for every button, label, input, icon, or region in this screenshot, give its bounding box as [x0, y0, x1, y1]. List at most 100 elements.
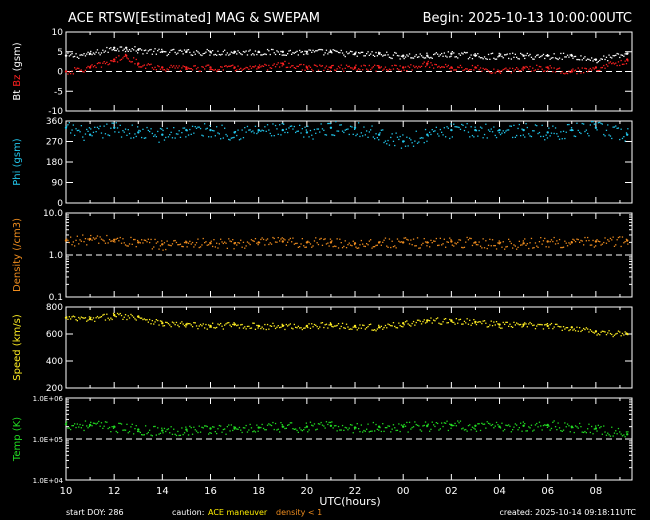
data-point — [265, 130, 267, 132]
data-point — [591, 244, 593, 246]
data-point — [108, 63, 111, 65]
data-point — [242, 241, 245, 243]
data-point — [498, 425, 501, 428]
data-point — [128, 60, 131, 62]
data-point — [218, 53, 220, 56]
data-point — [112, 312, 115, 315]
data-point — [620, 54, 622, 56]
data-point — [246, 325, 249, 328]
data-point — [465, 52, 467, 54]
data-point — [78, 316, 80, 319]
data-point — [627, 431, 629, 433]
data-point — [157, 65, 159, 67]
data-point — [377, 52, 381, 55]
data-point — [71, 129, 73, 131]
data-point — [307, 125, 309, 127]
data-point — [505, 424, 507, 426]
data-point — [459, 64, 462, 67]
data-point — [225, 323, 227, 325]
data-point — [174, 324, 176, 326]
data-point — [625, 332, 628, 334]
data-point — [620, 335, 622, 337]
data-point — [600, 122, 602, 125]
data-point — [68, 241, 70, 244]
data-point — [146, 433, 148, 435]
data-point — [451, 321, 453, 323]
data-point — [123, 55, 125, 58]
data-point — [615, 244, 617, 246]
data-point — [336, 50, 338, 53]
data-point — [329, 322, 332, 324]
data-point — [560, 131, 562, 133]
data-point — [242, 427, 245, 429]
data-point — [104, 319, 107, 321]
data-point — [414, 140, 416, 142]
x-tick-label: 04 — [493, 486, 506, 497]
y-axis-label: Bt Bz (gsm) — [12, 42, 23, 100]
data-point — [593, 246, 595, 248]
data-point — [581, 67, 583, 69]
data-point — [383, 141, 385, 144]
data-point — [597, 424, 599, 426]
data-point — [394, 427, 396, 429]
data-point — [429, 66, 431, 68]
data-point — [106, 46, 108, 49]
data-point — [190, 133, 192, 135]
data-point — [82, 234, 84, 236]
data-point — [201, 66, 203, 68]
data-point — [133, 316, 135, 318]
data-point — [552, 71, 554, 73]
data-point — [262, 427, 265, 430]
data-point — [269, 53, 271, 56]
data-point — [383, 239, 385, 241]
data-point — [554, 426, 557, 428]
data-point — [466, 123, 468, 125]
data-point — [533, 58, 535, 60]
data-point — [537, 323, 539, 326]
data-point — [394, 51, 396, 54]
data-point — [374, 246, 376, 248]
data-point — [199, 246, 202, 248]
data-point — [454, 56, 456, 58]
data-point — [187, 49, 190, 51]
data-point — [123, 131, 125, 133]
data-point — [195, 127, 198, 129]
data-point — [246, 125, 249, 128]
data-point — [79, 54, 81, 56]
data-point — [303, 64, 305, 66]
data-point — [458, 66, 460, 69]
data-point — [280, 422, 282, 424]
data-point — [521, 430, 523, 432]
data-point — [64, 54, 68, 57]
data-point — [284, 54, 286, 56]
data-point — [608, 54, 610, 56]
data-point — [162, 249, 164, 251]
data-point — [583, 244, 585, 246]
data-point — [209, 125, 211, 127]
data-point — [528, 68, 530, 70]
data-point — [309, 421, 312, 423]
data-point — [82, 136, 84, 138]
data-point — [429, 430, 431, 432]
data-point — [99, 316, 101, 318]
data-point — [431, 57, 433, 59]
data-point — [64, 239, 68, 242]
data-point — [402, 326, 404, 328]
data-point — [392, 54, 395, 56]
data-point — [337, 425, 340, 428]
data-point — [430, 62, 432, 64]
data-point — [540, 237, 542, 239]
data-point — [414, 324, 416, 326]
data-point — [390, 136, 392, 139]
data-point — [362, 51, 364, 53]
data-point — [169, 244, 171, 246]
data-point — [483, 133, 486, 136]
data-point — [83, 139, 85, 141]
data-point — [265, 239, 267, 241]
data-point — [216, 126, 218, 128]
data-point — [474, 428, 476, 430]
data-point — [470, 324, 472, 326]
data-point — [611, 426, 613, 428]
data-point — [415, 65, 417, 68]
data-point — [362, 243, 364, 245]
